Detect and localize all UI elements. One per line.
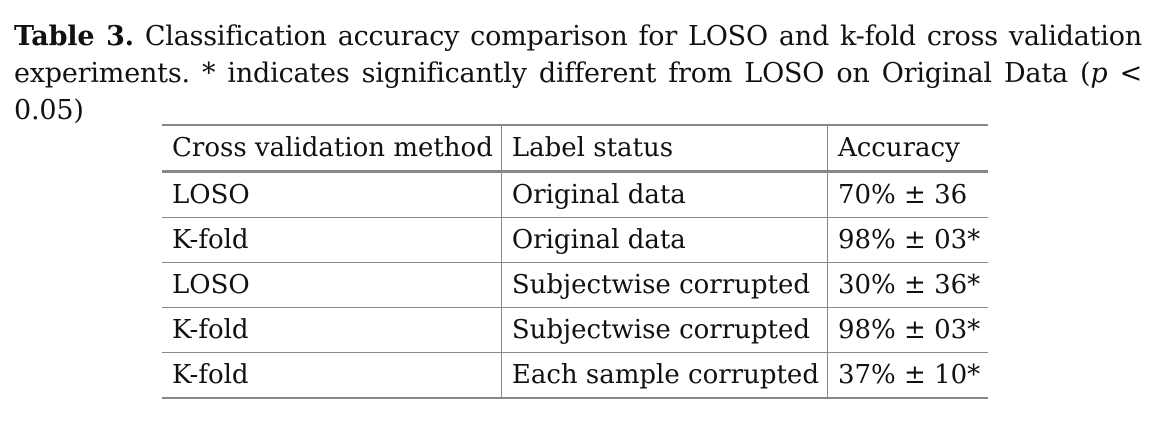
table-body: LOSO Original data 70% ± 36 K-fold Origi…	[162, 171, 989, 398]
results-table-container: Cross validation method Label status Acc…	[162, 124, 989, 399]
results-table: Cross validation method Label status Acc…	[162, 124, 989, 399]
table-row: K-fold Subjectwise corrupted 98% ± 03*	[162, 307, 989, 353]
cell-method: LOSO	[162, 262, 502, 308]
cell-accuracy: 30% ± 36*	[837, 270, 981, 300]
cell-method: K-fold	[162, 352, 502, 398]
table-row: K-fold Original data 98% ± 03*	[162, 217, 989, 263]
cell-label-status: Original data	[501, 171, 828, 218]
table-row: K-fold Each sample corrupted 37% ± 10*	[162, 352, 989, 398]
cell-method: LOSO	[162, 171, 502, 218]
caption-label: Table 3.	[14, 21, 134, 52]
cell-label-status: Subjectwise corrupted	[501, 262, 828, 308]
table-header: Cross validation method Label status Acc…	[162, 125, 989, 172]
cell-label-status: Each sample corrupted	[501, 352, 828, 398]
cell-accuracy: 70% ± 36	[837, 180, 968, 210]
header-row: Cross validation method Label status Acc…	[162, 125, 989, 172]
caption-text: Classification accuracy comparison for L…	[14, 21, 1142, 89]
cell-accuracy: 98% ± 03*	[837, 315, 981, 345]
cell-accuracy: 98% ± 03*	[837, 225, 981, 255]
table-row: LOSO Original data 70% ± 36	[162, 171, 989, 218]
header-cross-validation-method: Cross validation method	[162, 125, 502, 172]
table-row: LOSO Subjectwise corrupted 30% ± 36*	[162, 262, 989, 308]
cell-accuracy: 37% ± 10*	[837, 360, 981, 390]
cell-method: K-fold	[162, 307, 502, 353]
table-caption: Table 3. Classification accuracy compari…	[14, 18, 1142, 129]
caption-math-rest: < 0.05)	[14, 58, 1142, 126]
caption-math-variable: p	[1090, 58, 1108, 89]
cell-label-status: Original data	[501, 217, 828, 263]
cell-method: K-fold	[162, 217, 502, 263]
header-accuracy: Accuracy	[837, 133, 960, 163]
header-label-status: Label status	[501, 125, 828, 172]
cell-label-status: Subjectwise corrupted	[501, 307, 828, 353]
